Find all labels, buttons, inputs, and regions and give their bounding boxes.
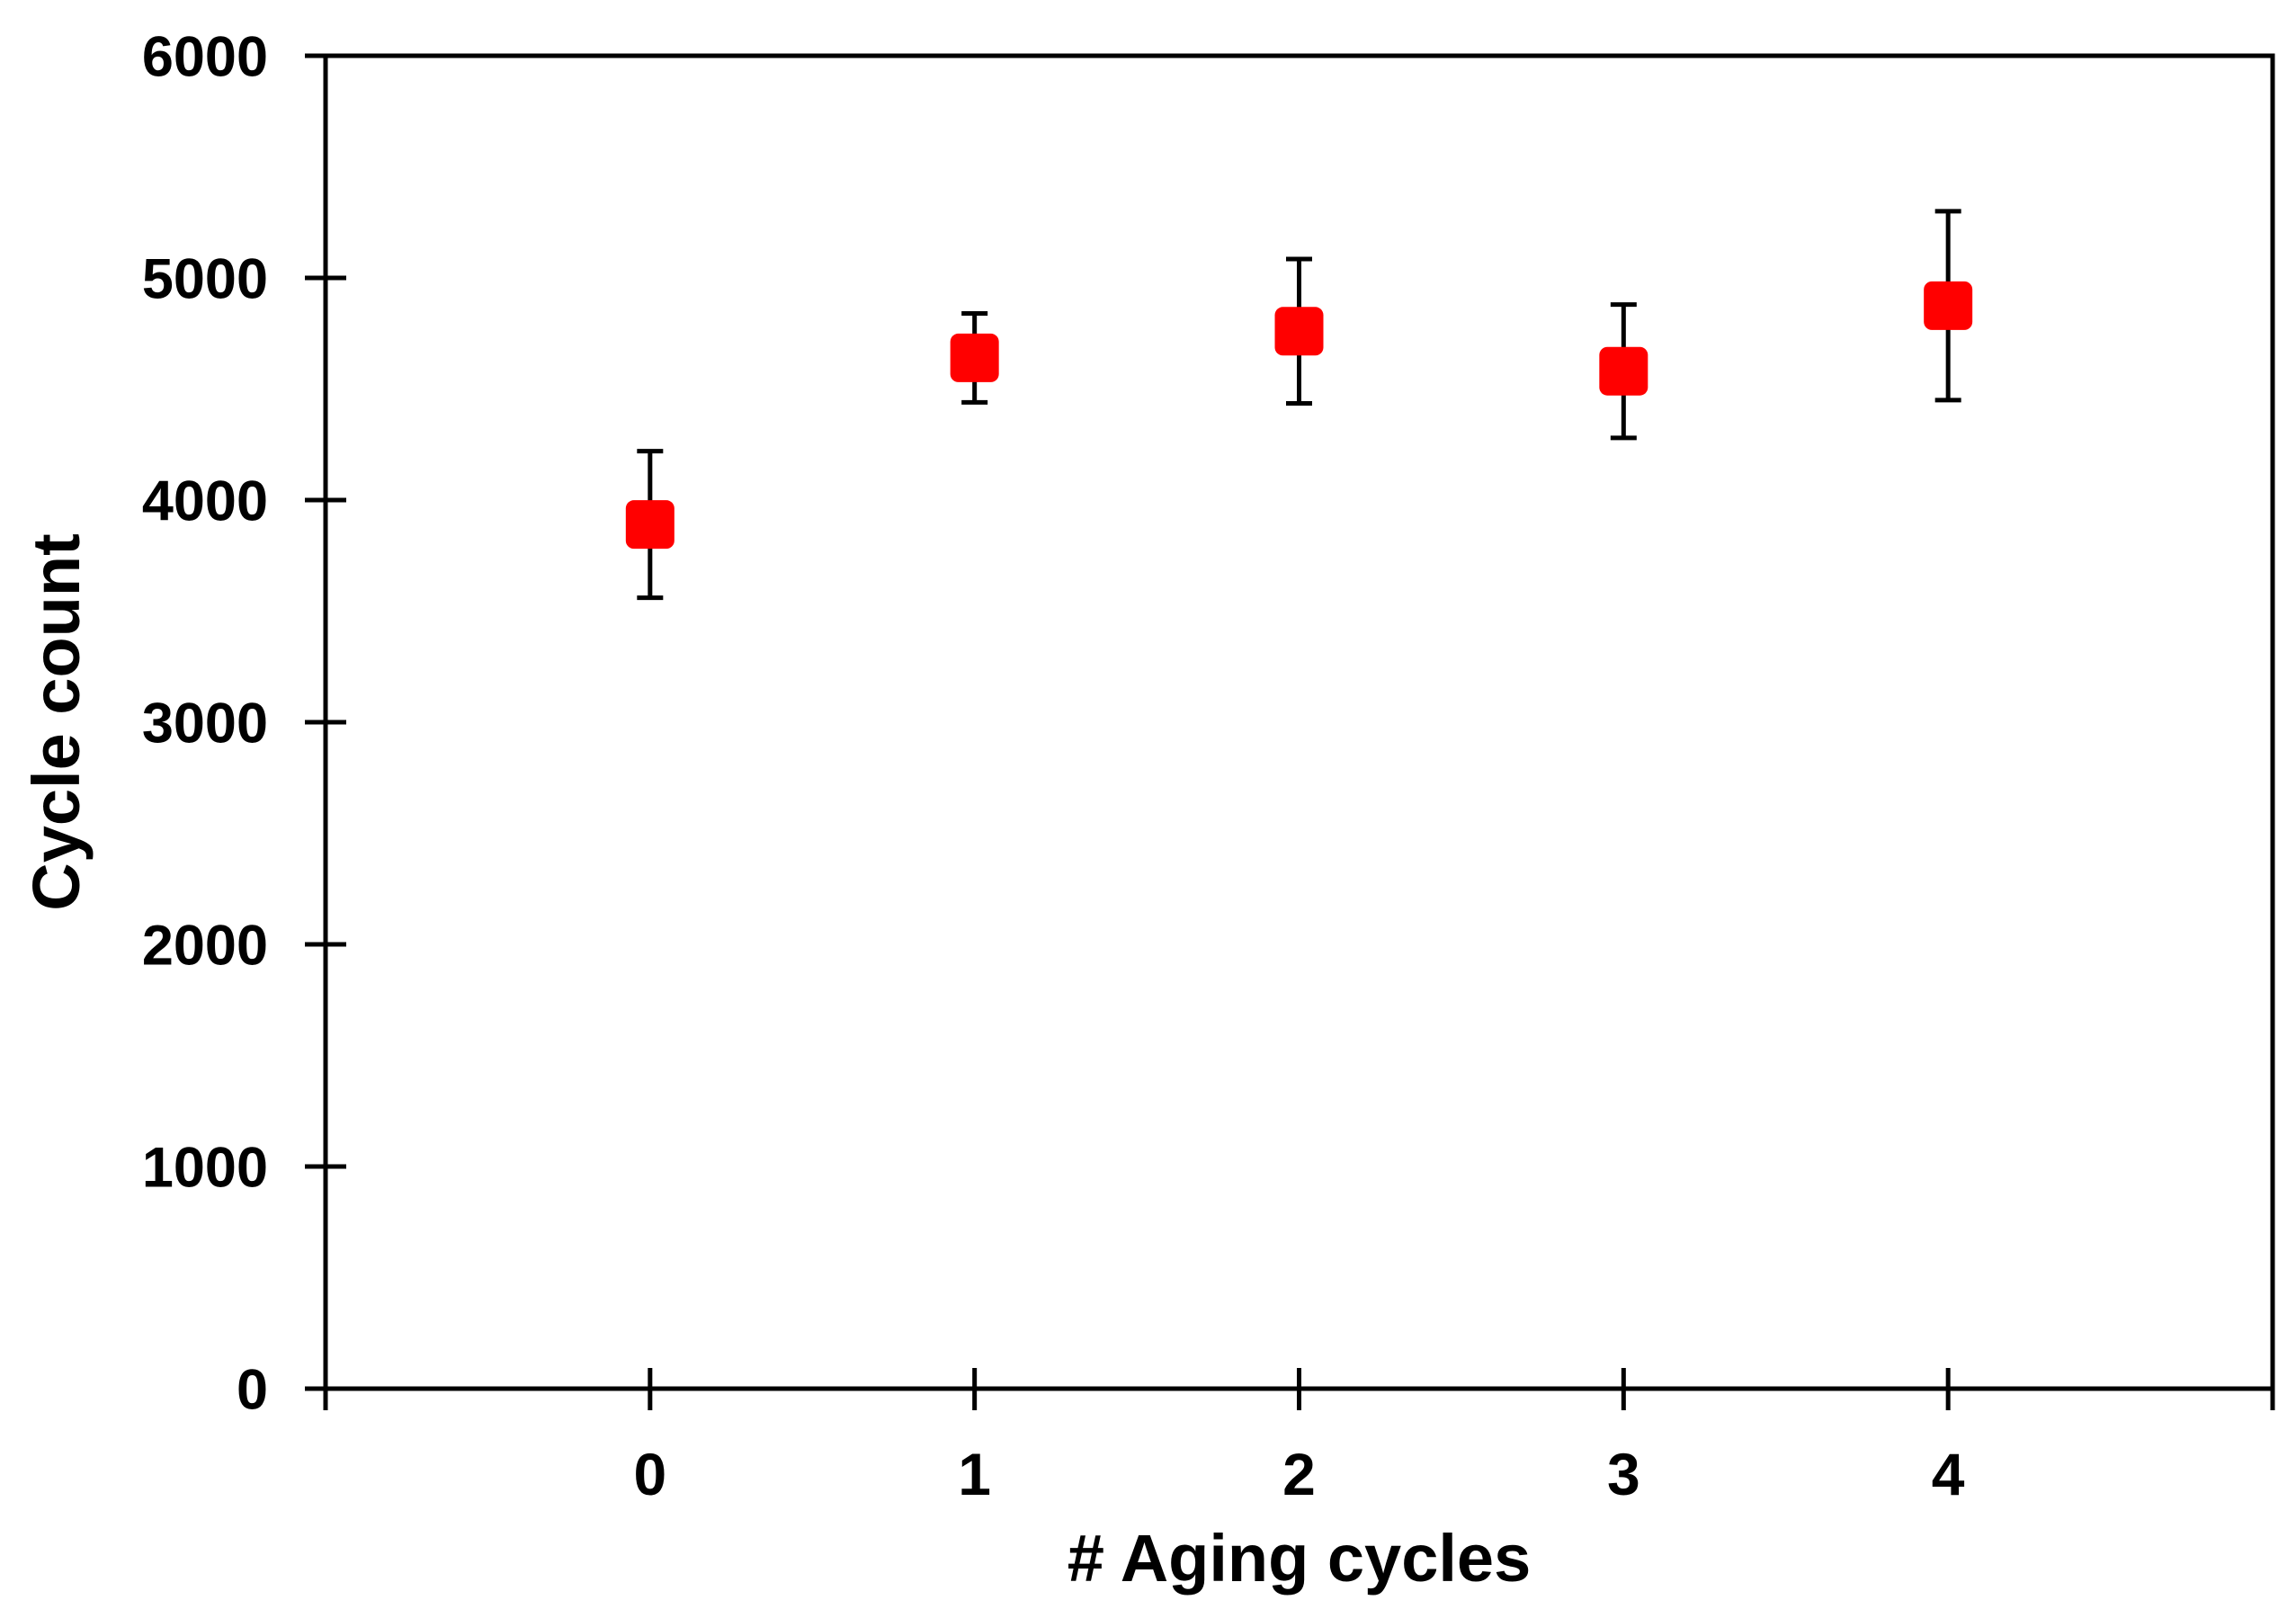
y-tick-label: 3000: [142, 693, 268, 755]
error-bars-group: [637, 209, 1961, 601]
y-tick-label: 6000: [142, 26, 268, 89]
data-point-marker: [950, 333, 999, 382]
data-point-marker: [1599, 346, 1648, 396]
plot-frame: [323, 53, 2275, 1391]
x-tick-label: 0: [633, 1441, 666, 1507]
x-tick-label: 2: [1282, 1441, 1316, 1507]
x-tick-label: 4: [1932, 1441, 1965, 1507]
y-tick-label: 1000: [142, 1137, 268, 1200]
x-tick-label: 1: [958, 1441, 991, 1507]
y-tick-label: 5000: [142, 248, 268, 311]
tick-labels-group: 0 1000 2000 3000 4000 5000 6000 0 1 2 3 4: [142, 26, 1965, 1508]
data-markers-group: [625, 281, 1973, 550]
plot-frame-group: [323, 53, 2275, 1391]
data-point-marker: [1274, 307, 1324, 356]
y-tick-label: 0: [237, 1359, 268, 1422]
y-tick-label: 4000: [142, 470, 268, 533]
x-tick-label: 3: [1607, 1441, 1640, 1507]
x-axis-title: # Aging cycles: [1068, 1521, 1531, 1596]
y-tick-label: 2000: [142, 915, 268, 978]
data-point-marker: [1924, 281, 1973, 330]
data-point-marker: [625, 500, 675, 550]
y-axis-title: Cycle count: [19, 533, 94, 910]
